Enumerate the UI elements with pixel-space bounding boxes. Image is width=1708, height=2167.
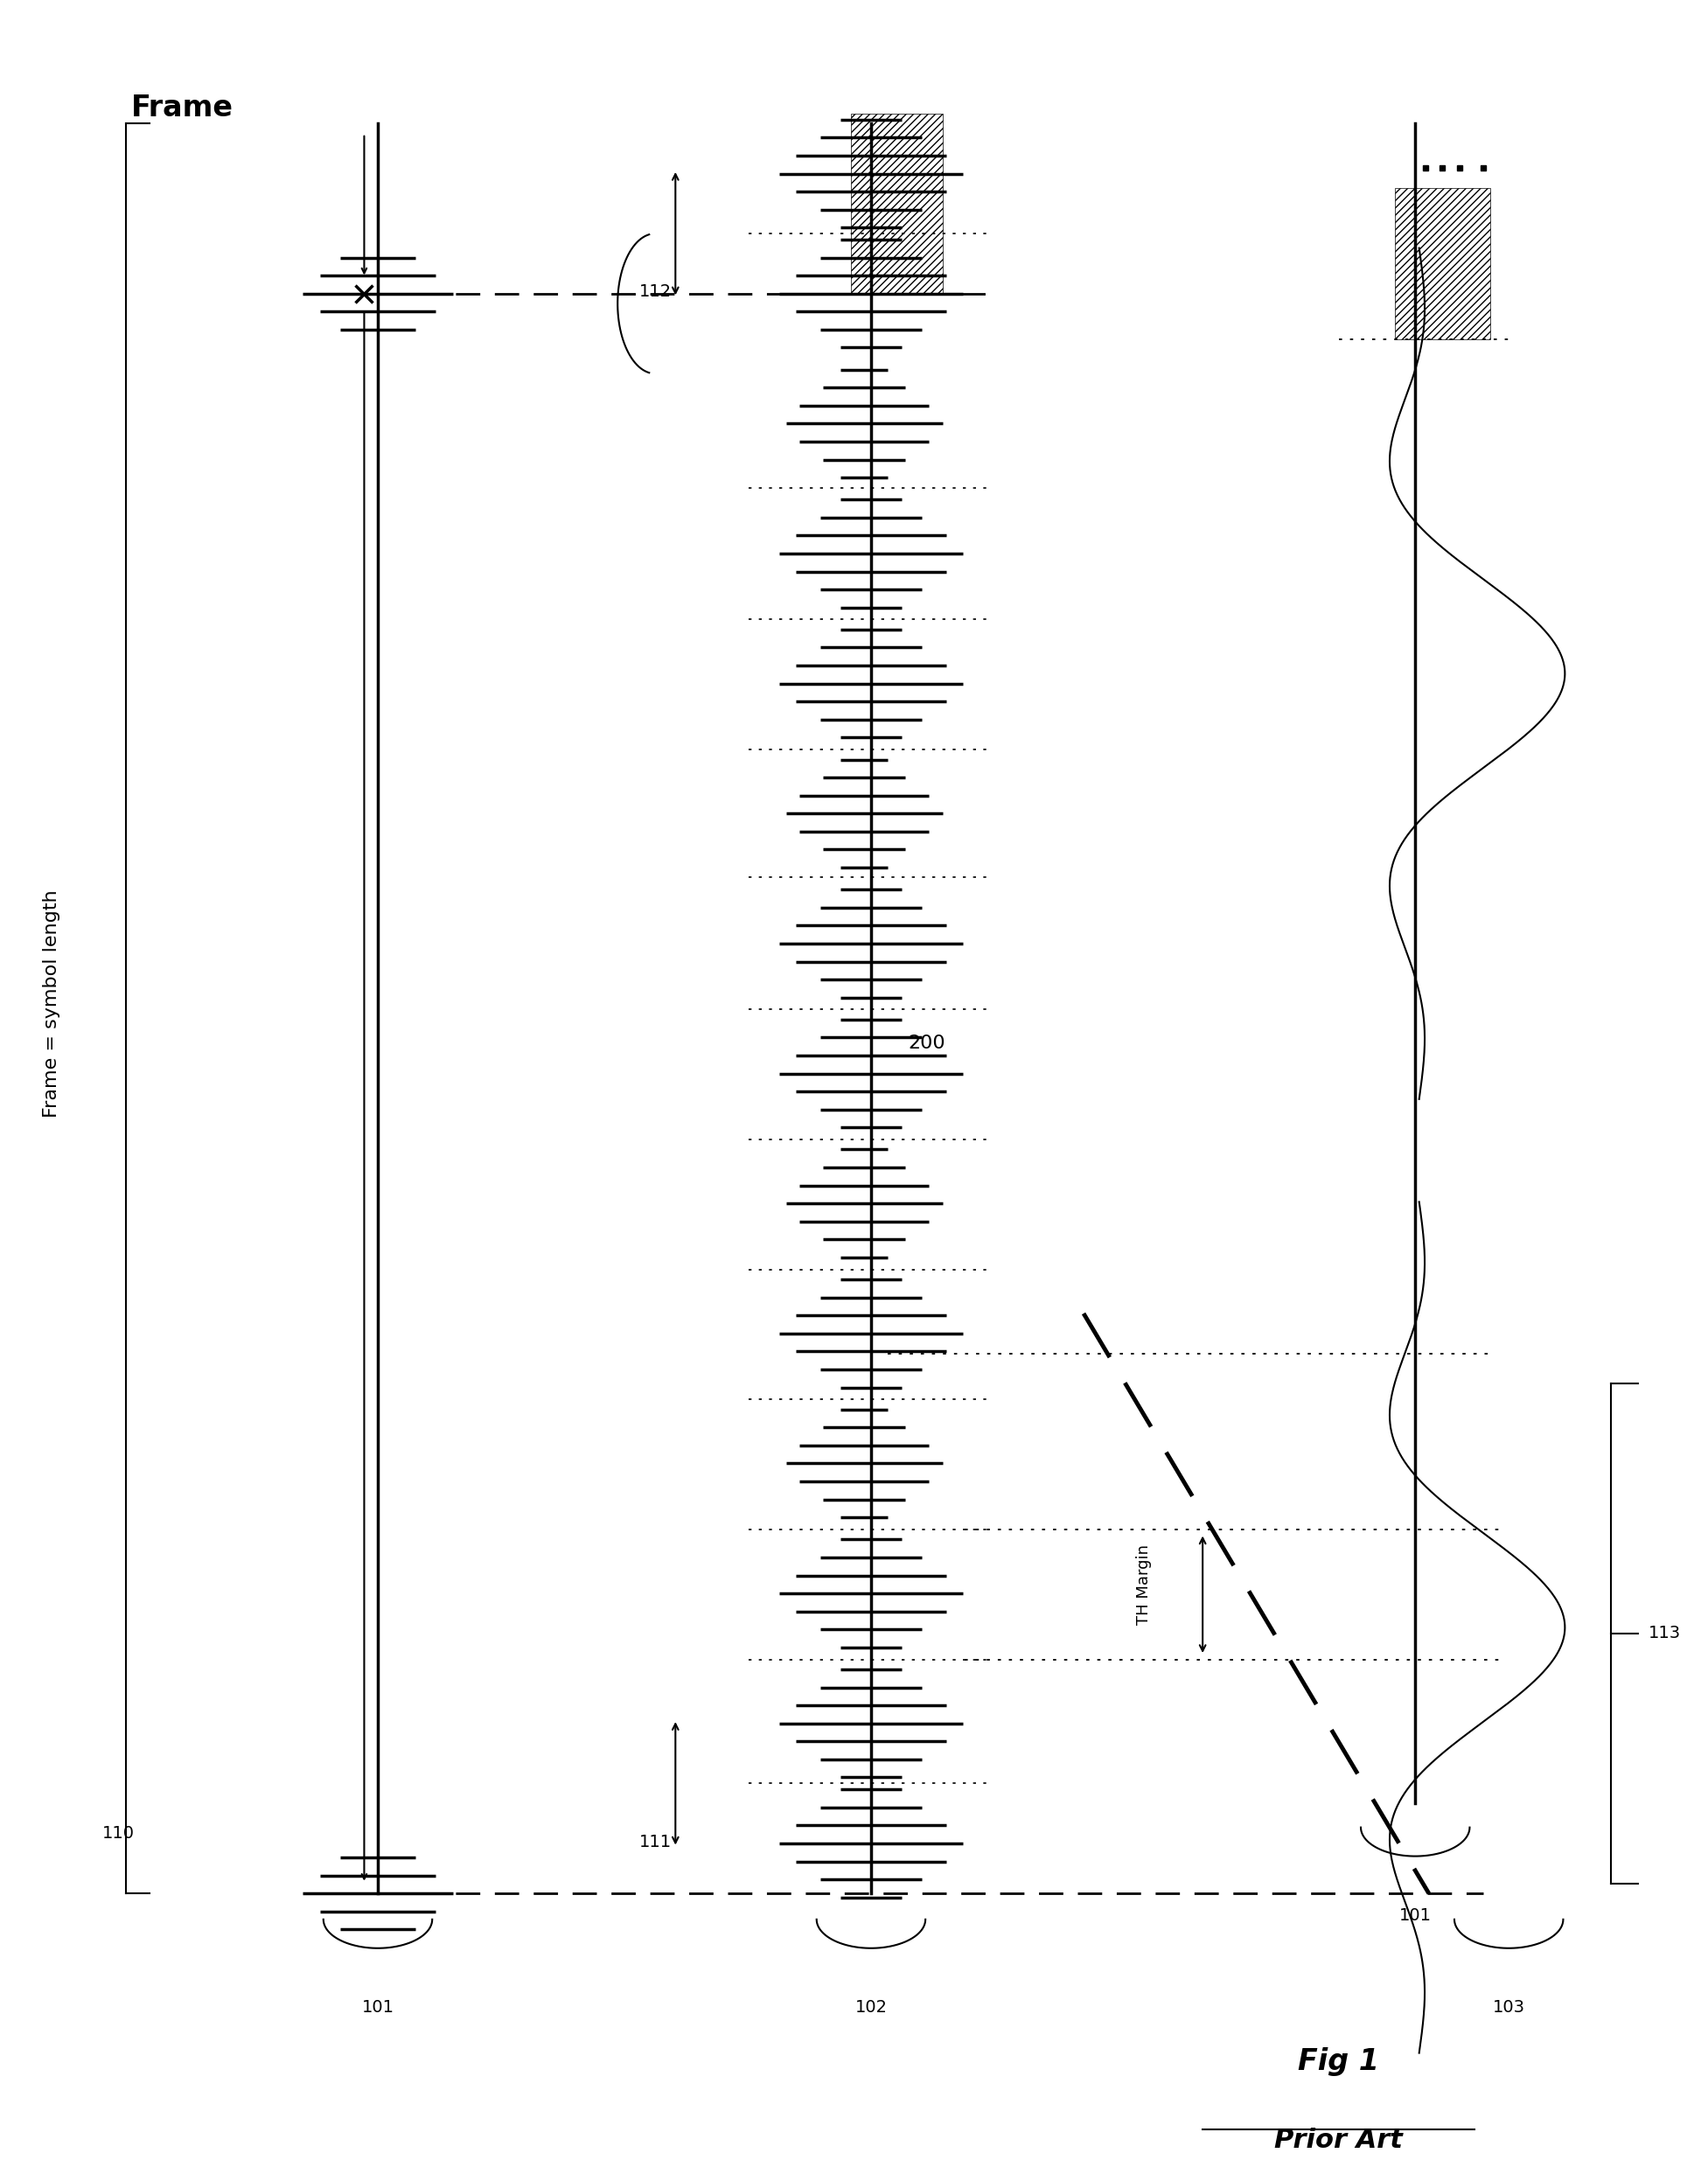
Text: 200: 200 <box>909 1036 946 1053</box>
Text: 111: 111 <box>639 1833 671 1851</box>
Text: 101: 101 <box>362 2000 395 2015</box>
Text: 102: 102 <box>854 2000 886 2015</box>
Text: 103: 103 <box>1493 2000 1525 2015</box>
Text: 113: 113 <box>1648 1625 1681 1643</box>
Text: Frame = symbol length: Frame = symbol length <box>43 888 60 1118</box>
Text: 110: 110 <box>102 1825 135 1842</box>
Text: Fig 1: Fig 1 <box>1298 2048 1380 2076</box>
Text: 101: 101 <box>1399 1907 1431 1924</box>
Text: Prior Art: Prior Art <box>1274 2128 1402 2152</box>
Text: 112: 112 <box>639 284 671 301</box>
Text: Frame: Frame <box>132 93 234 124</box>
Text: TH Margin: TH Margin <box>1136 1545 1151 1625</box>
